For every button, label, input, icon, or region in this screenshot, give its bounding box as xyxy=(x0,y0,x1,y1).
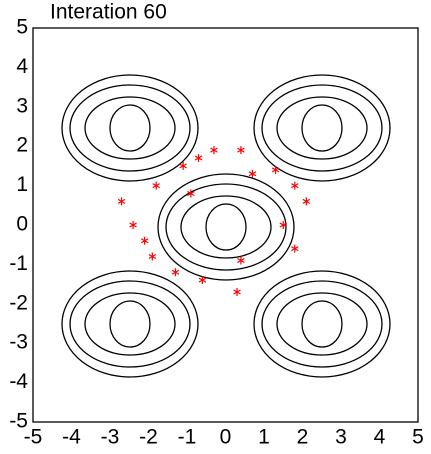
contour xyxy=(276,292,368,356)
contour xyxy=(109,104,151,152)
point xyxy=(187,189,195,198)
contour xyxy=(301,300,343,348)
x-tick-label: -4 xyxy=(62,426,81,449)
contour xyxy=(61,74,199,182)
contour xyxy=(253,270,391,378)
y-tick-label: 5 xyxy=(16,16,28,39)
contour xyxy=(69,84,191,172)
x-tick-label: 3 xyxy=(335,426,347,449)
contour-group xyxy=(253,74,391,182)
y-tick-label: 4 xyxy=(16,55,28,78)
y-tick-label: -1 xyxy=(9,252,28,275)
contours xyxy=(61,74,391,378)
plot-frame xyxy=(32,27,419,423)
point xyxy=(198,276,207,285)
contour xyxy=(84,96,176,160)
contour xyxy=(261,84,383,172)
y-tick-label: 0 xyxy=(16,213,28,236)
point xyxy=(279,221,288,229)
y-tick-label: -5 xyxy=(9,410,28,433)
x-tick-label: 2 xyxy=(297,426,309,449)
contour xyxy=(261,280,383,368)
point xyxy=(140,236,149,245)
contour xyxy=(69,280,191,368)
point xyxy=(210,146,218,155)
point xyxy=(233,287,241,296)
contour xyxy=(180,195,272,259)
contour-group xyxy=(253,270,391,378)
contour-group xyxy=(61,74,199,182)
contour xyxy=(157,173,295,281)
y-tick-label: -2 xyxy=(9,291,28,314)
x-tick-label: 1 xyxy=(258,426,270,449)
x-tick-label: -1 xyxy=(178,426,197,449)
y-tick-label: 2 xyxy=(16,134,28,157)
contour xyxy=(84,292,176,356)
x-tick-label: -5 xyxy=(24,426,43,449)
point xyxy=(194,154,203,163)
chart-title: Interation 60 xyxy=(50,1,167,24)
point xyxy=(291,181,299,190)
x-tick-label: -3 xyxy=(101,426,120,449)
contour xyxy=(61,270,199,378)
y-tick-label: -3 xyxy=(9,331,28,354)
point xyxy=(237,146,245,155)
point xyxy=(237,256,245,265)
contour xyxy=(165,183,287,271)
point xyxy=(148,252,157,261)
y-tick-label: -4 xyxy=(9,370,28,393)
x-tick-label: 0 xyxy=(220,426,232,449)
point xyxy=(302,197,311,206)
point xyxy=(171,268,180,277)
contour xyxy=(205,203,247,251)
contour xyxy=(109,300,151,348)
contour xyxy=(253,74,391,182)
y-tick-label: 1 xyxy=(16,173,28,196)
contour xyxy=(301,104,343,152)
contour-group xyxy=(61,270,199,378)
point xyxy=(271,165,280,174)
contour xyxy=(276,96,368,160)
point xyxy=(291,244,299,253)
x-tick-label: -2 xyxy=(139,426,158,449)
contour-group xyxy=(157,173,295,281)
y-tick-label: 3 xyxy=(16,94,28,117)
point xyxy=(179,161,187,170)
point xyxy=(248,169,257,178)
x-tick-label: 5 xyxy=(412,426,424,449)
point xyxy=(129,221,137,229)
point xyxy=(117,197,126,206)
point xyxy=(152,181,160,190)
x-tick-label: 4 xyxy=(374,426,386,449)
